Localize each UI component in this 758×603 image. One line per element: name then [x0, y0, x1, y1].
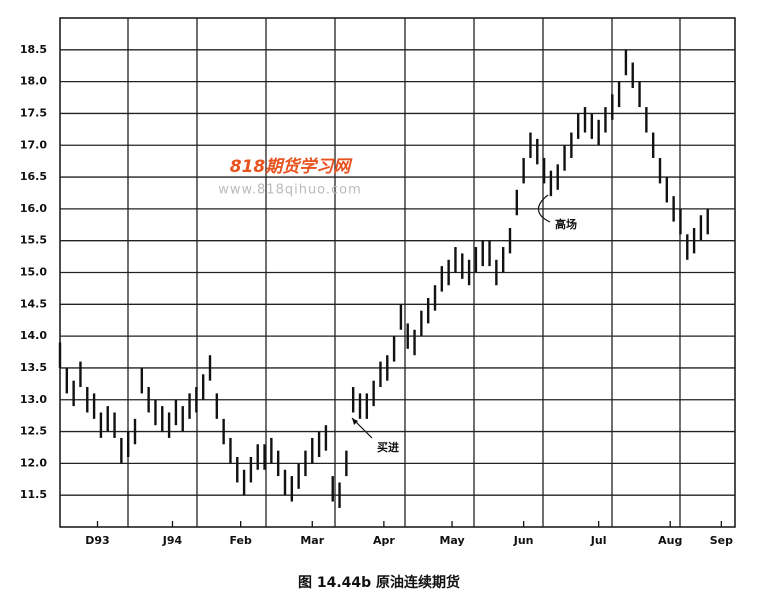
x-tick-label: Jul: [590, 534, 607, 547]
y-tick-label: 14.0: [20, 329, 47, 342]
x-tick-label: Aug: [658, 534, 682, 547]
arrow-head: [352, 418, 358, 425]
annotation: 高场: [555, 217, 577, 231]
watermark-url: www.818qihuo.com: [218, 183, 362, 198]
caption: 图 14.44b 原油连续期货: [298, 574, 460, 591]
y-tick-label: 16.0: [20, 202, 47, 215]
y-tick-label: 15.0: [20, 266, 47, 279]
x-tick-label: Sep: [710, 534, 733, 547]
x-tick-label: D93: [85, 534, 109, 547]
x-tick-label: Mar: [300, 534, 324, 547]
y-tick-label: 14.5: [20, 297, 47, 310]
y-tick-label: 16.5: [20, 170, 47, 183]
y-tick-label: 15.5: [20, 234, 47, 247]
x-tick-label: Apr: [373, 534, 395, 547]
annotation: 买进: [377, 440, 399, 454]
y-tick-label: 17.0: [20, 138, 47, 151]
y-tick-label: 13.0: [20, 393, 47, 406]
y-tick-label: 12.5: [20, 425, 47, 438]
y-tick-label: 18.0: [20, 75, 47, 88]
y-tick-label: 17.5: [20, 106, 47, 119]
y-tick-label: 18.5: [20, 43, 47, 56]
arrow: [537, 194, 551, 223]
y-tick-label: 12.0: [20, 456, 47, 469]
x-tick-label: Jun: [513, 534, 534, 547]
x-tick-label: May: [439, 534, 464, 547]
y-tick-label: 11.5: [20, 488, 47, 501]
x-tick-label: J94: [162, 534, 183, 547]
x-tick-label: Feb: [229, 534, 252, 547]
y-tick-label: 13.5: [20, 361, 47, 374]
watermark-title: 818期货学习网: [230, 157, 353, 177]
